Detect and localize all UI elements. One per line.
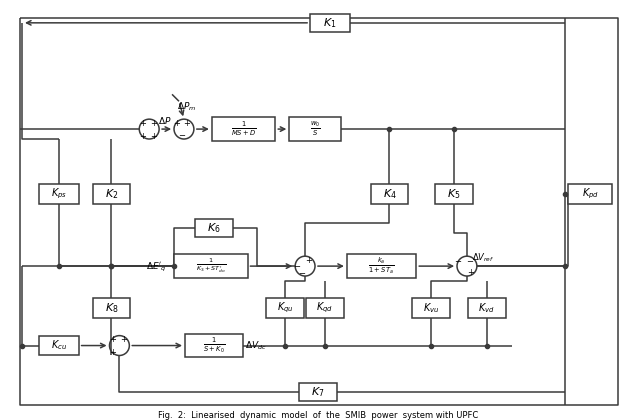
Text: $\frac{1}{MS+D}$: $\frac{1}{MS+D}$ [231,120,257,138]
Text: +: + [306,256,313,265]
FancyBboxPatch shape [412,298,450,318]
Text: $K_{ps}$: $K_{ps}$ [51,186,67,201]
Text: $\frac{k_a}{1+ST_a}$: $\frac{k_a}{1+ST_a}$ [368,256,395,276]
Text: +: + [183,118,190,128]
Text: $K_8$: $K_8$ [104,301,118,315]
Text: Fig.  2:  Linearised  dynamic  model  of  the  SMIB  power  system with UPFC: Fig. 2: Linearised dynamic model of the … [158,411,478,420]
Text: $K_{vd}$: $K_{vd}$ [478,301,495,315]
Text: −: − [455,257,462,265]
Text: $K_{cu}$: $K_{cu}$ [51,339,67,352]
Text: +: + [150,131,157,141]
Text: −: − [292,262,299,272]
Text: −: − [299,270,306,278]
FancyBboxPatch shape [39,184,79,204]
Text: $K_{pd}$: $K_{pd}$ [582,186,599,201]
Text: $K_2$: $K_2$ [104,187,118,200]
Text: +: + [468,268,475,276]
FancyBboxPatch shape [174,254,248,278]
FancyBboxPatch shape [435,184,473,204]
FancyBboxPatch shape [92,298,131,318]
Text: $K_7$: $K_7$ [311,385,325,399]
Text: $K_6$: $K_6$ [207,221,220,235]
Text: +: + [120,335,127,344]
Text: $\Delta V_{dc}$: $\Delta V_{dc}$ [245,339,266,352]
Text: $K_4$: $K_4$ [383,187,396,200]
Text: $\frac{1}{K_3+ST_{do}^{\prime}}$: $\frac{1}{K_3+ST_{do}^{\prime}}$ [196,257,226,275]
FancyBboxPatch shape [266,298,304,318]
Text: −: − [466,257,473,265]
Text: $\Delta E'_q$: $\Delta E'_q$ [146,260,166,274]
Text: $K_5$: $K_5$ [447,187,461,200]
FancyBboxPatch shape [185,333,243,357]
FancyBboxPatch shape [306,298,344,318]
FancyBboxPatch shape [299,383,337,401]
Text: $\frac{w_0}{S}$: $\frac{w_0}{S}$ [310,120,320,138]
Text: $\Delta P$: $\Delta P$ [159,115,172,126]
FancyBboxPatch shape [92,184,131,204]
FancyBboxPatch shape [211,117,275,141]
Text: $K_{vu}$: $K_{vu}$ [423,301,440,315]
FancyBboxPatch shape [347,254,417,278]
FancyBboxPatch shape [39,336,79,355]
FancyBboxPatch shape [289,117,341,141]
Text: +: + [109,348,116,357]
FancyBboxPatch shape [371,184,408,204]
Text: $\Delta P_m$: $\Delta P_m$ [177,101,197,113]
Text: +: + [150,118,157,128]
Text: $K_{qu}$: $K_{qu}$ [277,301,294,315]
FancyBboxPatch shape [310,14,350,32]
Text: $K_{qd}$: $K_{qd}$ [317,301,334,315]
Text: $\frac{1}{S+K_0}$: $\frac{1}{S+K_0}$ [203,336,225,355]
Text: $K_1$: $K_1$ [323,16,337,30]
Text: −: − [178,131,185,141]
Text: $\Delta V_{ref}$: $\Delta V_{ref}$ [471,252,494,265]
Text: +: + [173,118,180,128]
FancyBboxPatch shape [568,184,612,204]
Text: +: + [109,335,116,344]
FancyBboxPatch shape [195,219,233,237]
Text: +: + [139,131,146,141]
FancyBboxPatch shape [468,298,506,318]
Text: +: + [139,118,146,128]
